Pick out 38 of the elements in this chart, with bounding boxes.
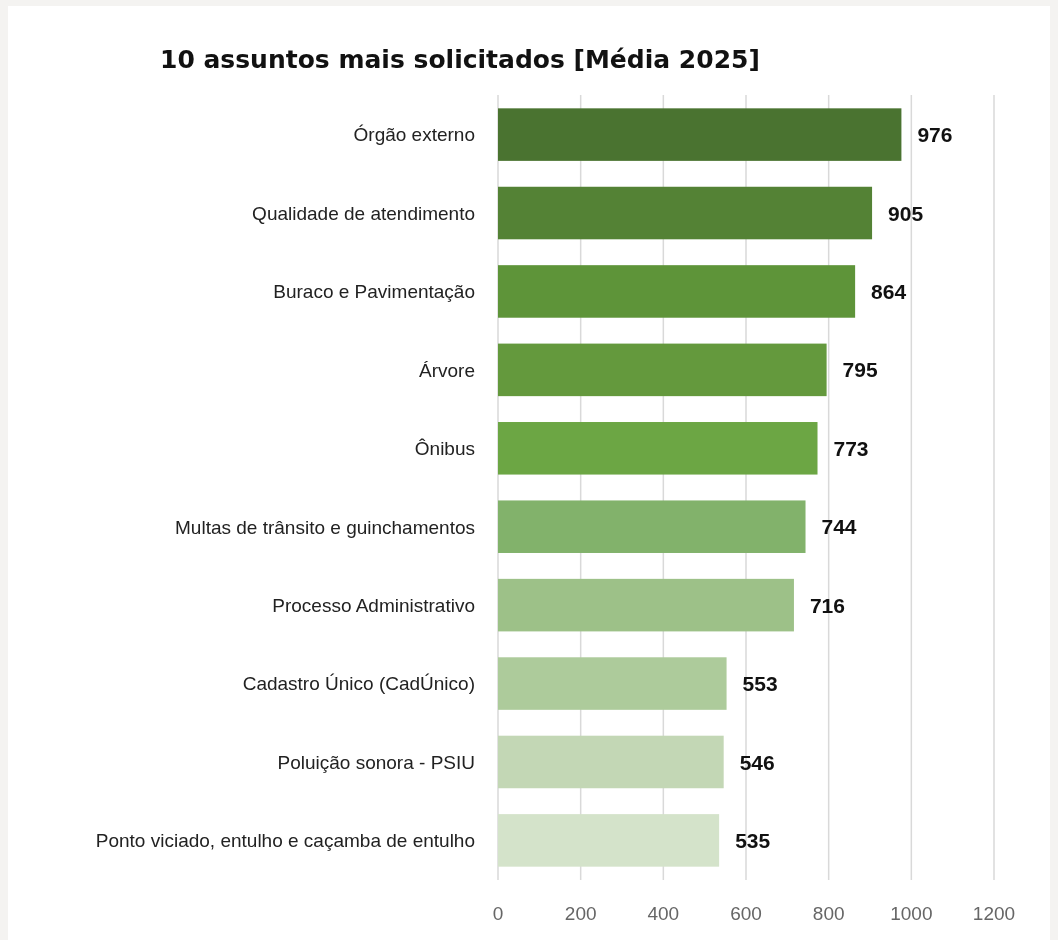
y-tick-label: Árvore	[419, 359, 475, 381]
chart-title: 10 assuntos mais solicitados [Média 2025]	[160, 45, 760, 74]
data-label: 744	[821, 515, 857, 539]
x-tick-label: 400	[647, 903, 680, 924]
y-tick-label: Buraco e Pavimentação	[273, 281, 475, 303]
data-label: 553	[742, 672, 778, 696]
y-tick-label: Ônibus	[414, 438, 475, 460]
bar	[498, 422, 818, 475]
bar	[498, 108, 902, 161]
bar	[498, 500, 806, 553]
y-tick-label: Órgão externo	[353, 124, 475, 146]
data-label: 976	[917, 123, 953, 147]
data-label: 546	[739, 750, 775, 774]
bar	[498, 265, 856, 318]
bar	[498, 186, 873, 240]
x-tick-label: 600	[730, 903, 762, 924]
data-label: 535	[735, 828, 771, 852]
x-tick-label: 800	[812, 903, 845, 924]
y-tick-label: Cadastro Único (CadÚnico)	[242, 673, 475, 695]
y-tick-label: Ponto viciado, entulho e caçamba de entulho	[95, 830, 475, 852]
y-tick-label: Qualidade de atendimento	[252, 202, 475, 224]
y-tick-label: Poluição sonora - PSIU	[277, 751, 475, 773]
bar	[498, 814, 720, 867]
x-tick-label: 1200	[972, 903, 1016, 924]
data-label: 864	[871, 280, 907, 304]
y-tick-label: Multas de trânsito e guinchamentos	[175, 516, 475, 538]
bar	[498, 657, 727, 710]
bar	[498, 735, 724, 789]
y-tick-label: Processo Administrativo	[272, 594, 475, 616]
data-label: 716	[809, 593, 845, 617]
x-tick-label: 0	[492, 903, 504, 924]
x-tick-label: 200	[564, 903, 597, 924]
bar	[498, 343, 827, 397]
x-tick-label: 1000	[890, 903, 933, 924]
data-label: 773	[833, 436, 869, 460]
bar	[498, 578, 794, 632]
data-label: 795	[842, 358, 878, 382]
data-label: 905	[888, 201, 924, 225]
